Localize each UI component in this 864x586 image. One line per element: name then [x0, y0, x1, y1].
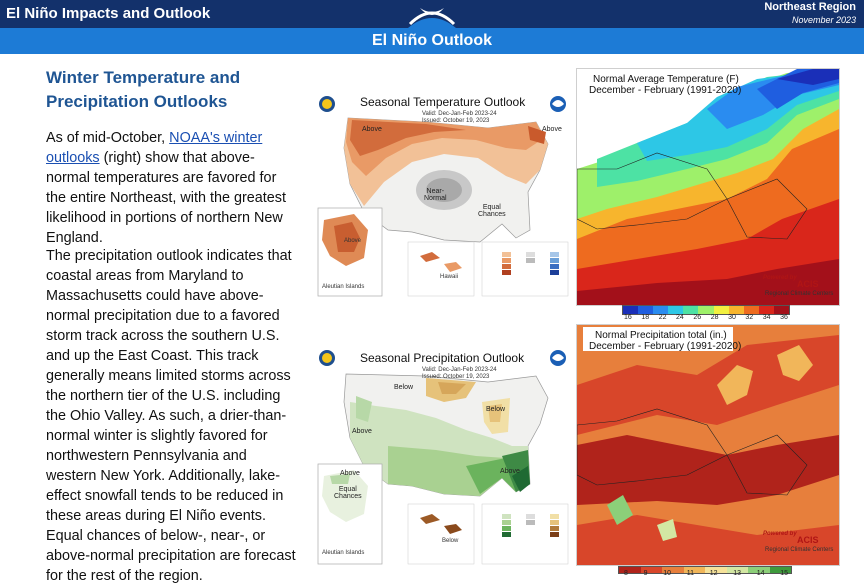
temp-colorbar-tick: 34 — [762, 314, 771, 321]
precip-colorbar — [618, 566, 792, 574]
temp-colorbar-tick: 26 — [693, 314, 702, 321]
temp-outlook-title: Seasonal Temperature Outlook — [360, 95, 526, 109]
header-region: Northeast Region — [764, 1, 856, 13]
precip-colorbar-swatch — [640, 567, 662, 573]
temp-label-near-normal: Near- Normal — [424, 188, 447, 202]
paragraph-1-text-b: (right) show that above-normal temperatu… — [46, 150, 286, 246]
precip-colorbar-swatch — [683, 567, 705, 573]
precip-colorbar-tick: 13 — [733, 570, 741, 577]
precip-colorbar-tick: 12 — [709, 570, 718, 577]
precip-colorbar-swatch — [619, 567, 641, 573]
noaa-outlooks-link[interactable]: NOAA's winter outlooks — [46, 130, 263, 166]
paragraph-1: As of mid-October, NOAA's winter outlook… — [46, 128, 298, 248]
normal-precip-title: Normal Precipitation total (in.) — [595, 330, 727, 341]
normal-temp-title: Normal Average Temperature (F) — [593, 74, 739, 85]
temp-colorbar-swatch — [623, 306, 639, 314]
temp-outlook-issued: Issued: October 19, 2023 — [422, 118, 490, 124]
band-title: El Niño Outlook — [372, 32, 492, 49]
precip-label-below-ne: Below — [486, 406, 506, 413]
precip-label-above-se: Above — [500, 468, 520, 475]
precip-colorbar-swatch — [726, 567, 748, 573]
precip-inset-aleutian: Aleutian Islands — [322, 550, 365, 556]
precip-label-above-west: Above — [352, 428, 372, 435]
temp-colorbar-tick: 22 — [658, 314, 667, 321]
precip-label-equal-chances: Equal Chances — [334, 486, 362, 500]
temp-colorbar-swatch — [773, 306, 790, 314]
temperature-outlook-map: Seasonal Temperature Outlook Valid: Dec-… — [316, 92, 570, 302]
precip-outlook-valid: Valid: Dec-Jan-Feb 2023-24 — [422, 367, 497, 373]
temp-colorbar-swatch — [743, 306, 759, 314]
header-title: El Niño Impacts and Outlook — [6, 5, 211, 22]
normal-temp-powered: Powered by — [763, 275, 797, 281]
temp-colorbar-swatch — [653, 306, 669, 314]
header-date: November 2023 — [791, 15, 856, 25]
normal-precip-acis: ACIS — [797, 535, 819, 545]
precip-label-below: Below — [394, 384, 414, 391]
temp-colorbar-tick: 24 — [676, 314, 684, 321]
precipitation-outlook-graphic — [317, 350, 569, 565]
temp-outlook-valid: Valid: Dec-Jan-Feb 2023-24 — [422, 111, 497, 117]
temp-colorbar-swatch — [713, 306, 729, 314]
temp-colorbar-tick: 32 — [745, 314, 754, 321]
precip-outlook-issued: Issued: October 19, 2023 — [422, 374, 490, 380]
normal-temp-rcc: Regional Climate Centers — [765, 291, 834, 297]
normal-temperature-graphic — [577, 69, 839, 305]
temp-colorbar-swatch — [638, 306, 654, 314]
temp-label-above-ne: Above — [542, 126, 562, 133]
precip-colorbar-tick: 9 — [643, 570, 648, 577]
temp-inset-aleutian: Aleutian Islands — [322, 284, 365, 290]
paragraph-1-text-a: As of mid-October, — [46, 130, 170, 146]
precip-colorbar-swatch — [662, 567, 684, 573]
precipitation-outlook-map: Seasonal Precipitation Outlook Valid: De… — [316, 346, 570, 570]
precip-colorbar-tick: 10 — [663, 570, 672, 577]
temperature-outlook-graphic — [317, 96, 569, 297]
temp-colorbar-swatch — [668, 306, 684, 314]
temp-colorbar — [622, 305, 790, 315]
temp-colorbar-tick: 30 — [728, 314, 736, 321]
temp-colorbar-swatch — [728, 306, 744, 314]
precip-colorbar-tick: 8 — [624, 570, 628, 577]
normal-temp-acis: ACIS — [797, 279, 819, 289]
precip-colorbar-swatch — [748, 567, 770, 573]
precip-colorbar-tick: 14 — [756, 570, 765, 577]
normal-temperature-map: Normal Average Temperature (F) December … — [576, 68, 840, 306]
temp-colorbar-tick: 16 — [624, 314, 632, 321]
precip-label-above-ak: Above — [340, 470, 360, 477]
normal-precipitation-graphic — [577, 325, 839, 565]
precip-outlook-title: Seasonal Precipitation Outlook — [360, 351, 525, 365]
normal-temp-subtitle: December - February (1991-2020) — [589, 85, 742, 96]
precip-colorbar-ticks: 8 9 10 11 12 13 14 15 — [624, 570, 788, 577]
precip-inset-below: Below — [442, 538, 459, 544]
temp-colorbar-tick: 18 — [641, 314, 650, 321]
temp-label-equal-chances: Equal Chances — [478, 204, 506, 218]
normal-precip-subtitle: December - February (1991-2020) — [589, 341, 742, 352]
paragraph-2: The precipitation outlook indicates that… — [46, 248, 296, 584]
noaa-logo-icon — [380, 8, 484, 48]
precip-colorbar-tick: 15 — [780, 570, 788, 577]
temp-colorbar-ticks: 16 18 22 24 26 28 30 32 34 36 — [624, 314, 788, 321]
temp-colorbar-swatch — [758, 306, 774, 314]
temp-inset-above: Above — [344, 238, 362, 244]
temp-colorbar-tick: 28 — [710, 314, 719, 321]
temp-colorbar-swatch — [698, 306, 714, 314]
temp-inset-hawaii: Hawaii — [440, 274, 459, 280]
precip-colorbar-swatch — [705, 567, 727, 573]
normal-precip-rcc: Regional Climate Centers — [765, 547, 834, 553]
temp-label-above: Above — [362, 126, 382, 133]
normal-precip-powered: Powered by — [763, 531, 797, 537]
temp-colorbar-swatch — [683, 306, 699, 314]
normal-precipitation-map: Normal Precipitation total (in.) Decembe… — [576, 324, 840, 566]
precip-colorbar-tick: 11 — [686, 570, 694, 577]
section-title: Winter Temperature and Precipitation Out… — [46, 68, 241, 111]
temp-colorbar-tick: 36 — [780, 314, 788, 321]
precip-colorbar-swatch — [769, 567, 791, 573]
